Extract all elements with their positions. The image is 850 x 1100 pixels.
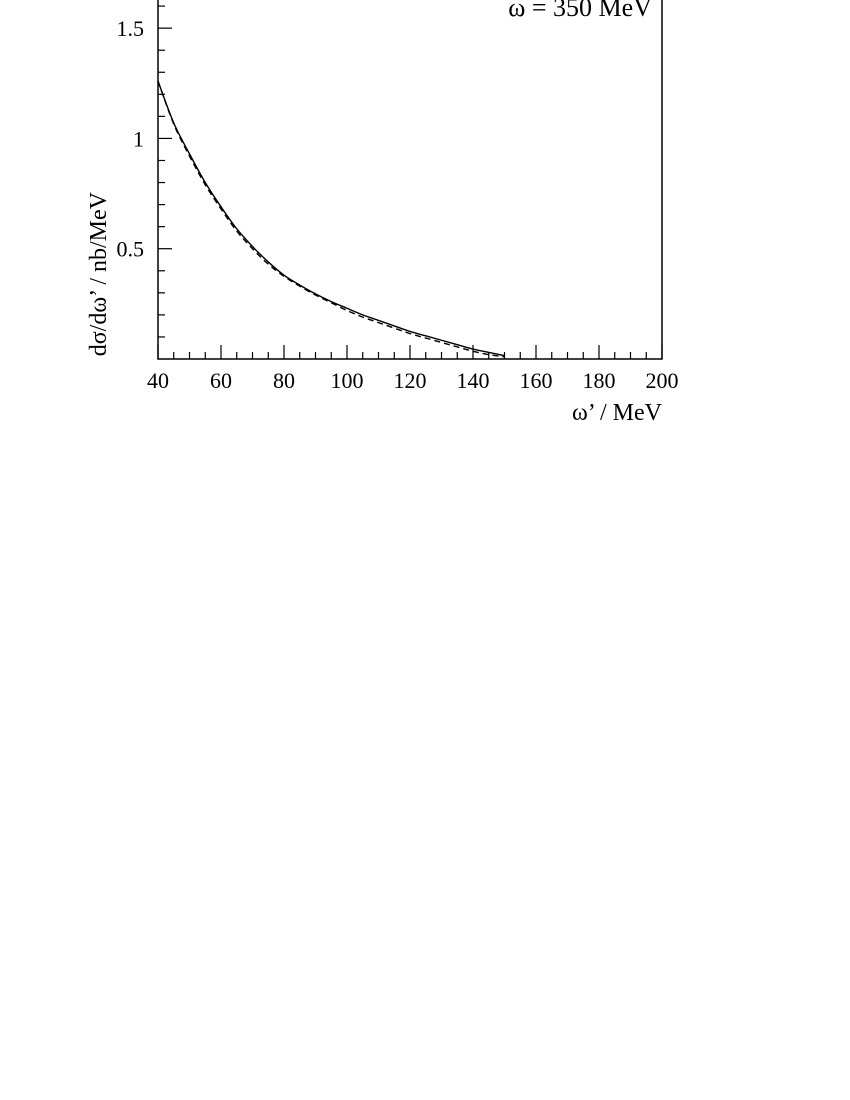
tick-labels-group: 40 60 80 100 120 140 160 180 200 0.5 1 1.5: [117, 16, 679, 393]
y-tick-label: 0.5: [117, 237, 145, 262]
dashed-series-line: [157, 80, 505, 358]
series-group: [157, 80, 505, 358]
x-tick-label: 140: [457, 368, 490, 393]
ticks-group: [157, 5, 663, 359]
x-tick-label: 180: [583, 368, 616, 393]
x-tick-label: 120: [394, 368, 427, 393]
x-tick-label: 80: [273, 368, 295, 393]
plot-frame: [157, 0, 663, 360]
y-tick-label: 1.5: [117, 16, 145, 41]
energy-annotation: ω = 350 MeV: [508, 0, 652, 22]
x-tick-label: 160: [520, 368, 553, 393]
x-tick-label: 100: [331, 368, 364, 393]
plot-frame-group: [157, 0, 663, 360]
x-tick-label: 200: [646, 368, 679, 393]
x-tick-label: 60: [210, 368, 232, 393]
x-tick-label: 40: [147, 368, 169, 393]
y-tick-label: 1: [133, 126, 144, 151]
y-axis-title: dσ/dω’ / nb/MeV: [86, 191, 112, 356]
x-axis-title: ω’ / MeV: [572, 400, 663, 426]
solid-series-line: [157, 80, 505, 357]
